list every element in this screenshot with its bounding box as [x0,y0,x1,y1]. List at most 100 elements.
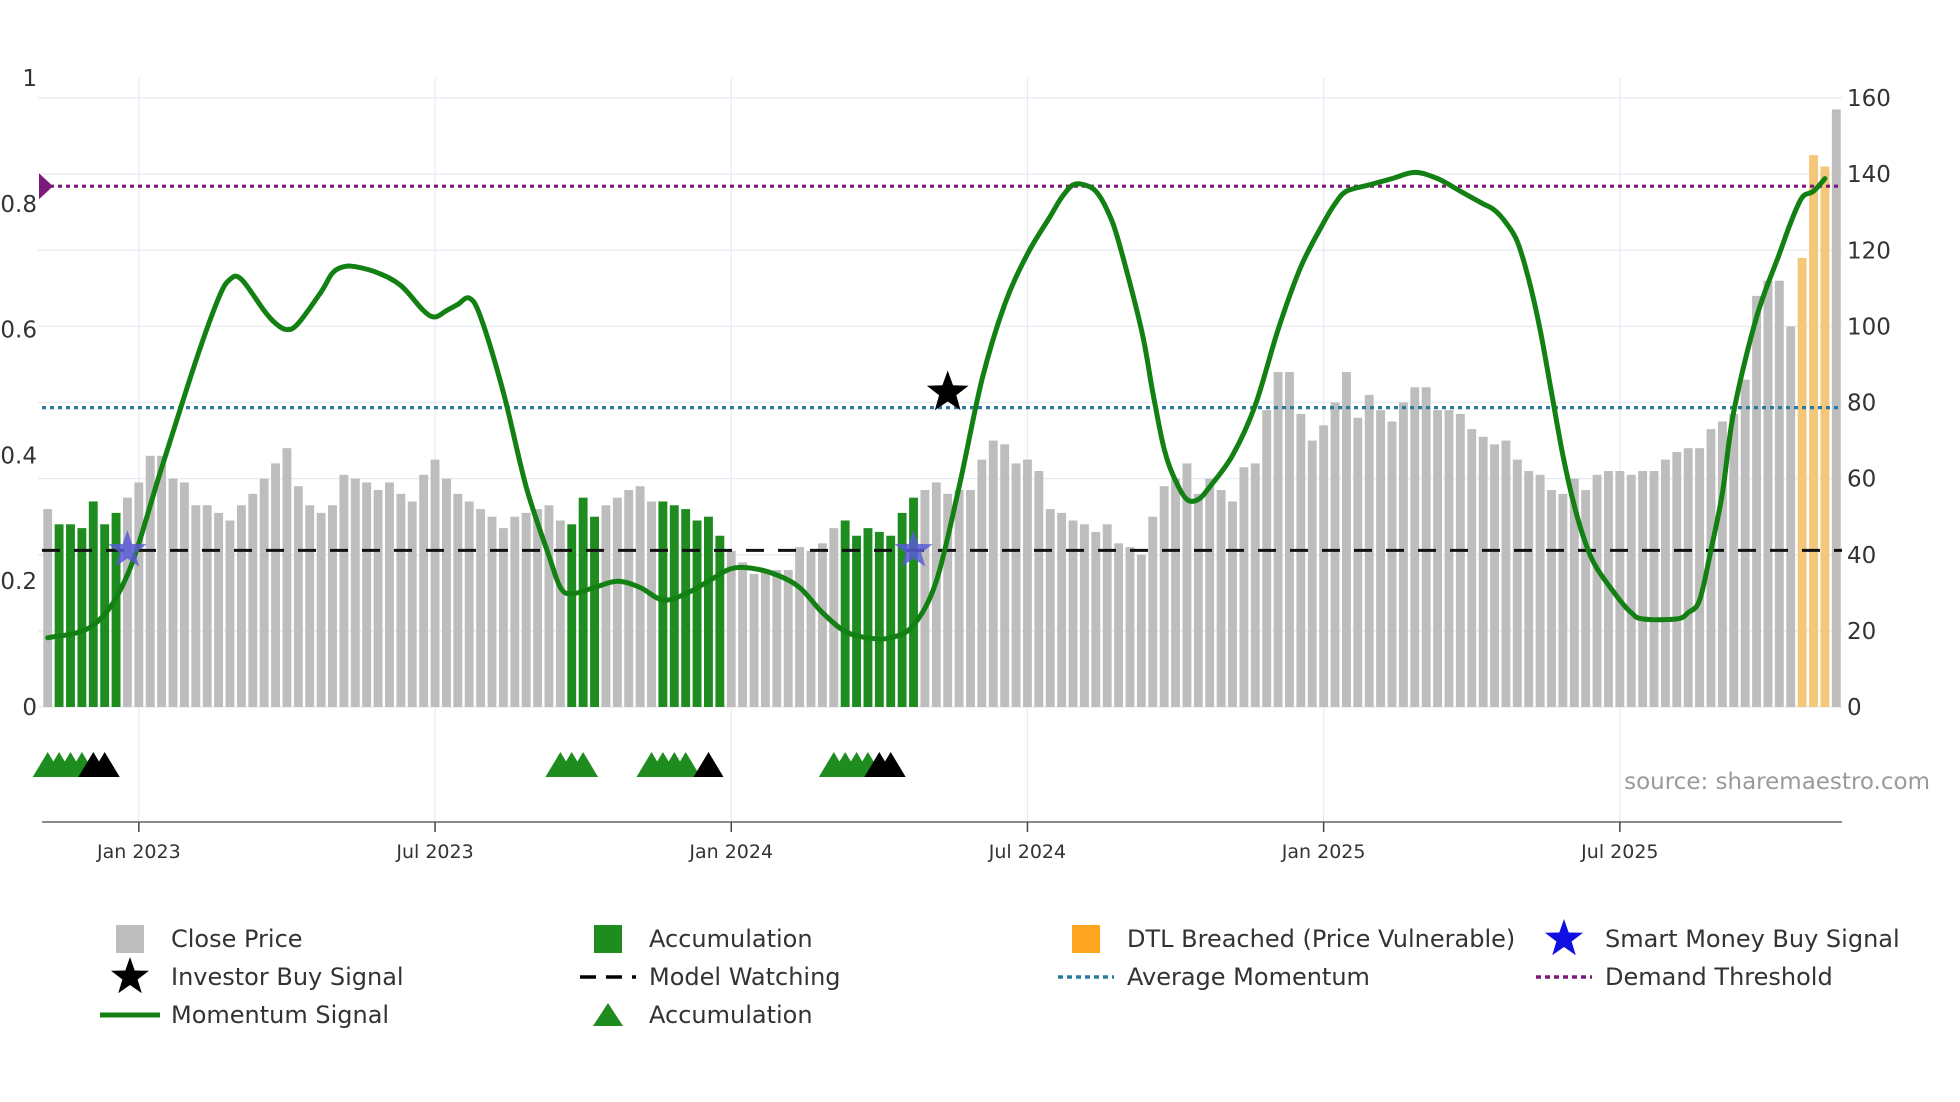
close-price-bar [1387,421,1397,707]
left-axis-tick-label: 0.4 [0,443,37,469]
close-price-bar [1433,410,1443,707]
close-price-bar [1535,474,1545,707]
close-price-bar [1307,440,1317,707]
close-price-bar [1421,387,1431,707]
dtl-breached-bar [1820,166,1830,707]
investor-buy-triangle [875,752,906,777]
close-price-bar [1524,471,1534,707]
legend-item: Model Watching [580,963,841,991]
close-price-bar [624,490,634,707]
close-price-bar [1171,478,1180,708]
legend-item: Average Momentum [1058,963,1370,991]
close-price-bar [1706,429,1716,707]
close-price-bar [145,455,155,707]
legend-label: Average Momentum [1127,963,1370,991]
smart-money-buy-star [108,530,147,567]
legend-swatch-accumulation [594,925,622,953]
accumulation-bar [840,520,850,707]
close-price-bar [168,478,178,708]
close-price-bar [612,497,622,707]
close-price-bar [544,505,554,707]
x-axis-tick-label: Jul 2023 [395,841,473,863]
accumulation-bar [54,524,64,707]
legend-label: Demand Threshold [1605,963,1833,991]
close-price-bar [259,478,269,708]
close-price-bar [920,490,930,707]
close-price-bar [407,501,417,707]
legend-accumulation-triangle-icon [593,1003,623,1026]
close-price-bar [1182,463,1192,707]
legend-label: Smart Money Buy Signal [1605,925,1900,953]
close-price-bar [1763,280,1773,707]
close-price-bar [430,459,440,707]
close-price-bar [134,482,144,707]
close-price-bar [1034,471,1044,707]
close-price-bar [1114,543,1124,707]
x-axis-tick-label: Jan 2023 [96,841,181,863]
legend-label: Accumulation [649,925,813,953]
close-price-bar [202,505,212,707]
source-label: source: sharemaestro.com [1624,769,1930,795]
smart-money-buy-star [894,530,933,567]
accumulation-triangle [568,752,599,777]
close-price-bar [533,509,543,707]
x-axis-tick-label: Jan 2025 [1281,841,1366,863]
reference-lines [39,173,1842,552]
right-axis-tick-label: 160 [1847,86,1891,112]
close-price-bar [1239,467,1249,707]
close-price-bar [1683,448,1693,707]
accumulation-bar [897,512,907,707]
close-price-bar [1011,463,1021,707]
close-price-bar [1581,490,1591,707]
close-price-bar [601,505,611,707]
accumulation-bar [88,501,98,707]
close-price-bar [1660,459,1670,707]
close-price-bar [214,512,224,707]
close-price-bar [191,505,201,707]
close-price-bar [1672,451,1682,707]
accumulation-bar [874,531,884,707]
x-axis-tick-label: Jan 2024 [688,841,773,863]
legend-label: Model Watching [649,963,841,991]
close-price-bar [43,509,53,707]
close-price-bar [441,478,451,708]
accumulation-bar [715,535,725,707]
close-price-bar [328,505,337,707]
close-price-bar [1102,524,1112,707]
dtl-breached-bar [1809,155,1818,708]
x-axis-tick-label: Jul 2025 [1580,841,1658,863]
close-price-bar [1398,402,1408,707]
close-price-bar [157,455,167,707]
close-price-bar [931,482,941,707]
close-price-bar [1341,372,1351,707]
accumulation-bar [111,512,121,707]
legend-label: Momentum Signal [171,1001,389,1029]
close-price-bar [1045,509,1055,707]
close-price-bar [1330,402,1340,707]
close-price-bar [453,493,463,707]
accumulation-bar [852,535,861,707]
close-price-bar [396,493,406,707]
close-price-bar [316,512,326,707]
close-price-bar [510,516,520,707]
close-price-bar [1512,459,1522,707]
close-price-bar [1752,295,1761,707]
close-price-bar [1444,410,1454,707]
close-price-bar [1136,554,1146,707]
close-price-bar [1159,486,1169,707]
close-price-bar [1353,417,1363,707]
legend-item: DTL Breached (Price Vulnerable) [1072,925,1515,953]
close-price-bar [1638,471,1648,707]
legend-label: Investor Buy Signal [171,963,404,991]
close-price-bar [555,520,565,707]
close-price-bar [954,490,964,707]
close-price-bar [1205,478,1215,708]
close-price-bar [1193,493,1203,707]
right-axis-tick-label: 20 [1847,619,1876,645]
close-price-bar [1729,413,1739,707]
close-price-bar [339,474,349,707]
close-price-bar [1376,410,1386,707]
accumulation-bar [704,516,713,707]
close-price-bar [225,520,235,707]
